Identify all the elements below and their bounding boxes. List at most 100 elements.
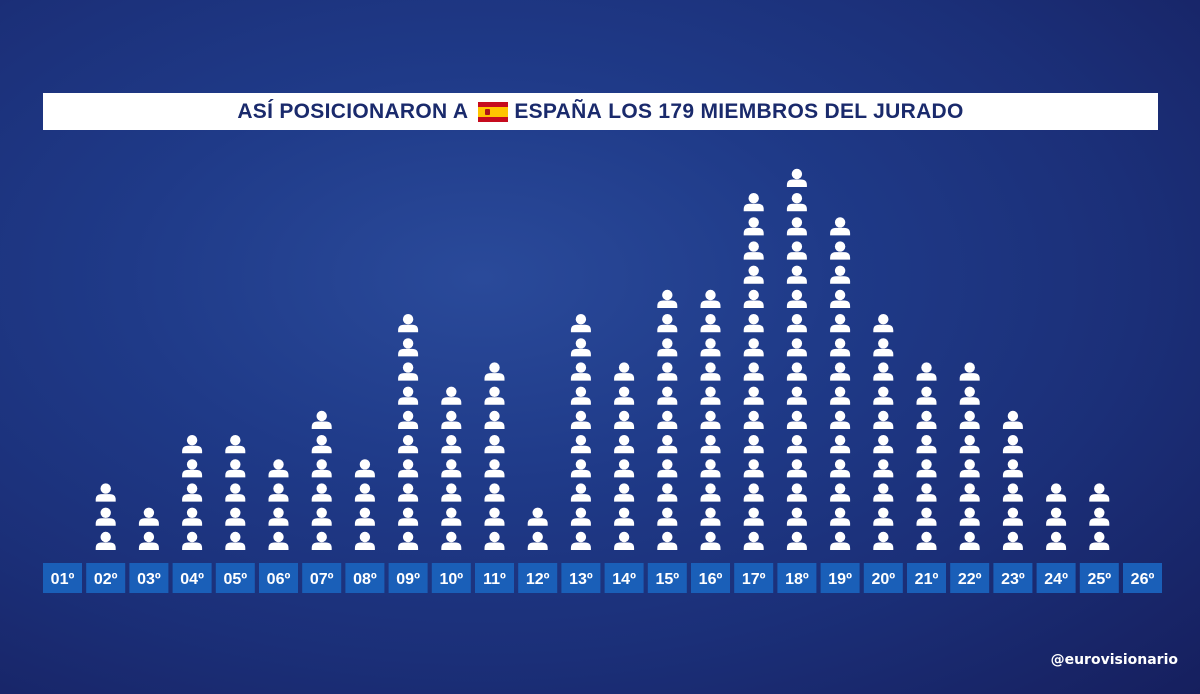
person-icon [354, 507, 375, 526]
person-icon [138, 507, 159, 526]
person-icon [95, 483, 116, 502]
person-icon [1002, 410, 1023, 429]
person-icon [873, 459, 894, 478]
column-19º: 19º [820, 217, 860, 593]
spain-flag-icon [478, 101, 509, 122]
position-label: 17º [742, 571, 766, 588]
position-label-box [950, 563, 990, 593]
person-icon [657, 386, 678, 405]
person-icon [614, 483, 635, 502]
person-icon [570, 531, 591, 550]
person-icon [570, 410, 591, 429]
person-icon [873, 531, 894, 550]
person-icon [743, 386, 764, 405]
person-icon [959, 507, 980, 526]
position-label-box [345, 563, 385, 593]
person-icon [614, 531, 635, 550]
column-11º: 11º [475, 362, 514, 593]
person-icon [1089, 483, 1110, 502]
person-icon [873, 314, 894, 333]
person-icon [657, 410, 678, 429]
person-icon [786, 314, 807, 333]
person-icon [786, 483, 807, 502]
person-icon [398, 338, 419, 357]
column-06º: 06º [259, 459, 298, 593]
person-icon [614, 362, 635, 381]
person-icon [614, 410, 635, 429]
person-icon [311, 507, 332, 526]
column-13º: 13º [561, 314, 601, 593]
position-label-box [259, 563, 298, 593]
person-icon [786, 338, 807, 357]
person-icon [786, 410, 807, 429]
position-label-box [647, 563, 687, 593]
person-icon [786, 362, 807, 381]
person-icon [873, 386, 894, 405]
person-icon [268, 531, 289, 550]
person-icon [743, 217, 764, 236]
position-label: 22º [958, 571, 982, 588]
title-suffix: LOS 179 MIEMBROS DEL JURADO [608, 99, 964, 123]
position-label-box [907, 563, 946, 593]
person-icon [786, 241, 807, 260]
person-icon [657, 314, 678, 333]
person-icon [441, 410, 462, 429]
column-10º: 10º [431, 386, 471, 593]
column-02º: 02º [86, 483, 126, 593]
position-label: 15º [655, 571, 679, 588]
person-icon [830, 435, 851, 454]
person-icon [786, 193, 807, 212]
person-icon [570, 483, 591, 502]
position-label: 19º [828, 571, 852, 588]
person-icon [570, 314, 591, 333]
person-icon [527, 531, 548, 550]
position-label-box [215, 563, 255, 593]
person-icon [354, 459, 375, 478]
person-icon [268, 459, 289, 478]
person-icon [830, 386, 851, 405]
person-icon [700, 410, 721, 429]
person-icon [743, 193, 764, 212]
person-icon [1046, 483, 1067, 502]
person-icon [743, 241, 764, 260]
column-15º: 15º [647, 289, 687, 593]
person-icon [959, 483, 980, 502]
column-01º: 01º [43, 563, 82, 593]
position-label-box [561, 563, 601, 593]
position-label: 09º [396, 571, 420, 588]
person-icon [916, 435, 937, 454]
position-label: 03º [137, 571, 161, 588]
person-icon [225, 435, 246, 454]
person-icon [830, 265, 851, 284]
person-icon [1046, 531, 1067, 550]
person-icon [830, 217, 851, 236]
person-icon [657, 435, 678, 454]
person-icon [830, 338, 851, 357]
person-icon [1089, 507, 1110, 526]
person-icon [570, 435, 591, 454]
person-icon [830, 289, 851, 308]
person-icon [916, 410, 937, 429]
position-label: 12º [526, 571, 550, 588]
person-icon [657, 289, 678, 308]
person-icon [657, 531, 678, 550]
person-icon [786, 507, 807, 526]
column-09º: 09º [388, 314, 428, 593]
person-icon [959, 435, 980, 454]
column-21º: 21º [907, 362, 946, 593]
position-label-box [604, 563, 644, 593]
position-label-box [302, 563, 342, 593]
position-label-box [1036, 563, 1076, 593]
person-icon [398, 386, 419, 405]
person-icon [268, 483, 289, 502]
column-17º: 17º [734, 193, 774, 593]
position-label: 21º [915, 571, 939, 588]
person-icon [786, 289, 807, 308]
position-label-box [86, 563, 126, 593]
person-icon [182, 435, 203, 454]
person-icon [398, 410, 419, 429]
person-icon [786, 531, 807, 550]
position-label-box [518, 563, 558, 593]
person-icon [441, 435, 462, 454]
credit-handle: @eurovisionario [1050, 652, 1178, 668]
